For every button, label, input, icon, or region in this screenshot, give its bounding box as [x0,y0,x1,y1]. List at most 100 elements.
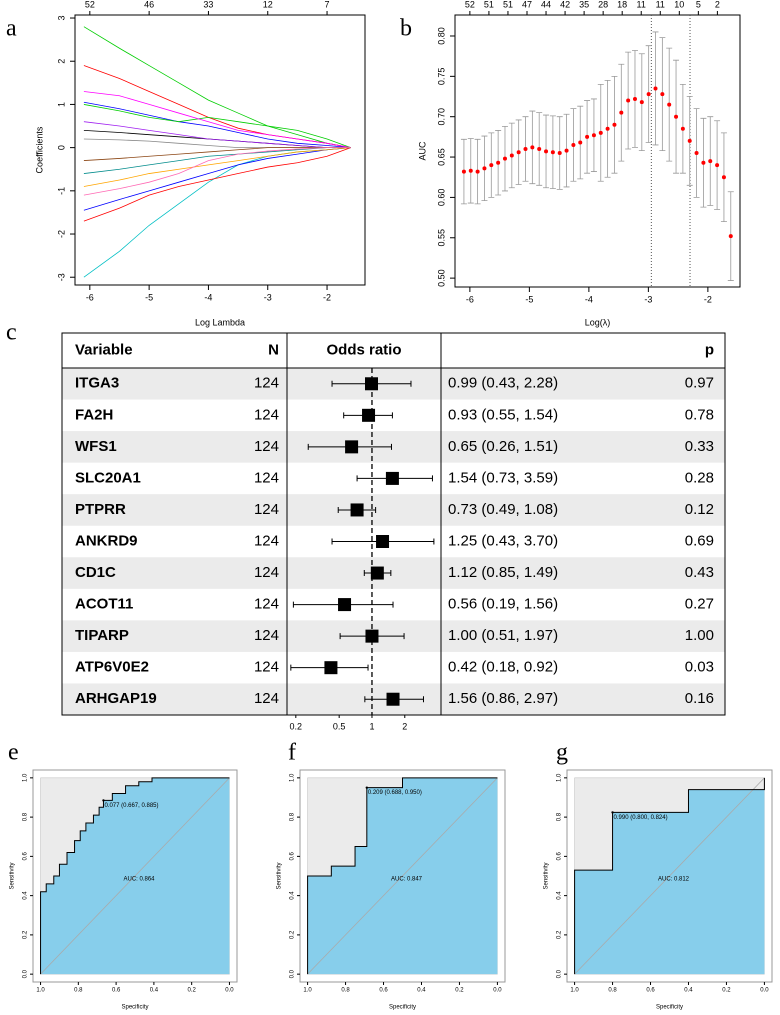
top-tick-label: 5 [696,0,701,9]
point [701,160,706,165]
p-value: 0.16 [685,690,714,707]
point [680,126,685,131]
coefficient-path [83,147,351,211]
x-tick-label: 0.6 [646,988,655,994]
coefficient-path [83,91,351,149]
top-tick-label: 46 [144,0,154,9]
n: 124 [254,438,279,455]
y-tick-label: 0.8 [557,812,563,821]
odds-ratio [386,692,400,706]
table-frame [61,332,726,716]
x-tick-label: -4 [204,292,212,302]
row-band [62,557,725,589]
coefficient-path [83,121,351,149]
diagonal [40,777,230,975]
y-tick-label: 0.50 [436,269,446,287]
y-tick-label: 0.4 [290,891,296,900]
diagonal [574,777,765,975]
top-tick-label: 33 [203,0,213,9]
y-tick-label: 0 [56,145,66,150]
variable: SLC20A1 [75,469,141,486]
or-ci: 0.99 (0.43, 2.28) [448,375,558,392]
or-ci: 1.25 (0.43, 3.70) [448,532,558,549]
point [598,130,603,135]
point [571,142,576,147]
variable: PTPRR [75,501,126,518]
panel-letter: g [556,740,568,766]
threshold-point [611,811,614,814]
or-ci: 0.65 (0.26, 1.51) [448,438,558,455]
x-tick-label: -3 [644,294,652,304]
y-tick-label: 1.0 [23,773,29,782]
threshold-label: 0.990 (0.800, 0.824) [614,815,668,821]
y-tick-label: 0.65 [436,148,446,166]
n: 124 [254,627,279,644]
coefficient-path [83,65,351,149]
auc-label: AUC: 0.812 [658,877,690,883]
y-tick-label: 0.55 [436,229,446,247]
odds-ratio [376,535,390,548]
y-tick-label: -1 [56,187,66,195]
n: 124 [254,469,279,486]
top-tick-label: 2 [715,0,720,9]
point [496,160,501,165]
point [557,151,562,156]
or-ci: 1.00 (0.51, 1.97) [448,627,558,644]
plot-frame [454,14,741,288]
point [482,166,487,171]
y-axis-title: Sensitivity [10,862,16,889]
top-tick-label: 42 [560,0,570,9]
panel-letter: e [8,740,19,766]
y-axis-title: Sensitivity [544,862,550,889]
y-tick-label: 0.6 [290,852,296,861]
point [626,98,631,103]
x-tick-label: 0.8 [74,988,83,994]
y-tick-label: 0.2 [23,930,29,939]
variable: ITGA3 [75,375,119,392]
odds-ratio [365,629,379,643]
p-value: 0.28 [685,469,714,486]
p-value: 1.00 [685,627,714,644]
point [578,140,583,145]
y-tick-label: 1.0 [557,773,563,782]
y-tick-label: -2 [56,230,66,238]
x-tick-label: 0.2 [455,988,464,994]
top-tick-label: 52 [465,0,475,9]
top-tick-label: 11 [656,0,665,9]
point [715,163,720,168]
roc-curve [307,777,498,975]
top-tick-label: 28 [598,0,608,9]
header: Variable [75,341,133,358]
odds-ratio [324,661,338,675]
odds-ratio [385,471,399,485]
plot-frame [74,14,366,286]
n: 124 [254,501,279,518]
coefficient-path [83,147,351,187]
point [544,149,549,154]
odds-ratio [338,598,352,612]
x-tick-label: 2 [402,721,407,731]
coefficient-path [83,101,351,149]
panel-letter: f [288,740,296,766]
panel-letter: b [400,16,412,42]
x-tick-label: 0.2 [187,988,196,994]
p-value: 0.97 [685,375,714,392]
x-tick-label: 0.4 [684,988,693,994]
variable: WFS1 [75,438,117,455]
point [461,169,466,174]
n: 124 [254,375,279,392]
x-tick-label: 1.0 [303,988,312,994]
point [564,148,569,153]
or-ci: 0.93 (0.55, 1.54) [448,406,558,423]
n: 124 [254,532,279,549]
point [489,163,494,168]
odds-ratio [370,566,384,580]
odds-ratio [365,377,379,391]
coefficient-path [83,147,351,174]
coefficient-path [83,147,351,222]
point [728,234,733,239]
top-tick-label: 18 [617,0,627,9]
or-ci: 1.12 (0.85, 1.49) [448,564,558,581]
point [523,146,528,151]
